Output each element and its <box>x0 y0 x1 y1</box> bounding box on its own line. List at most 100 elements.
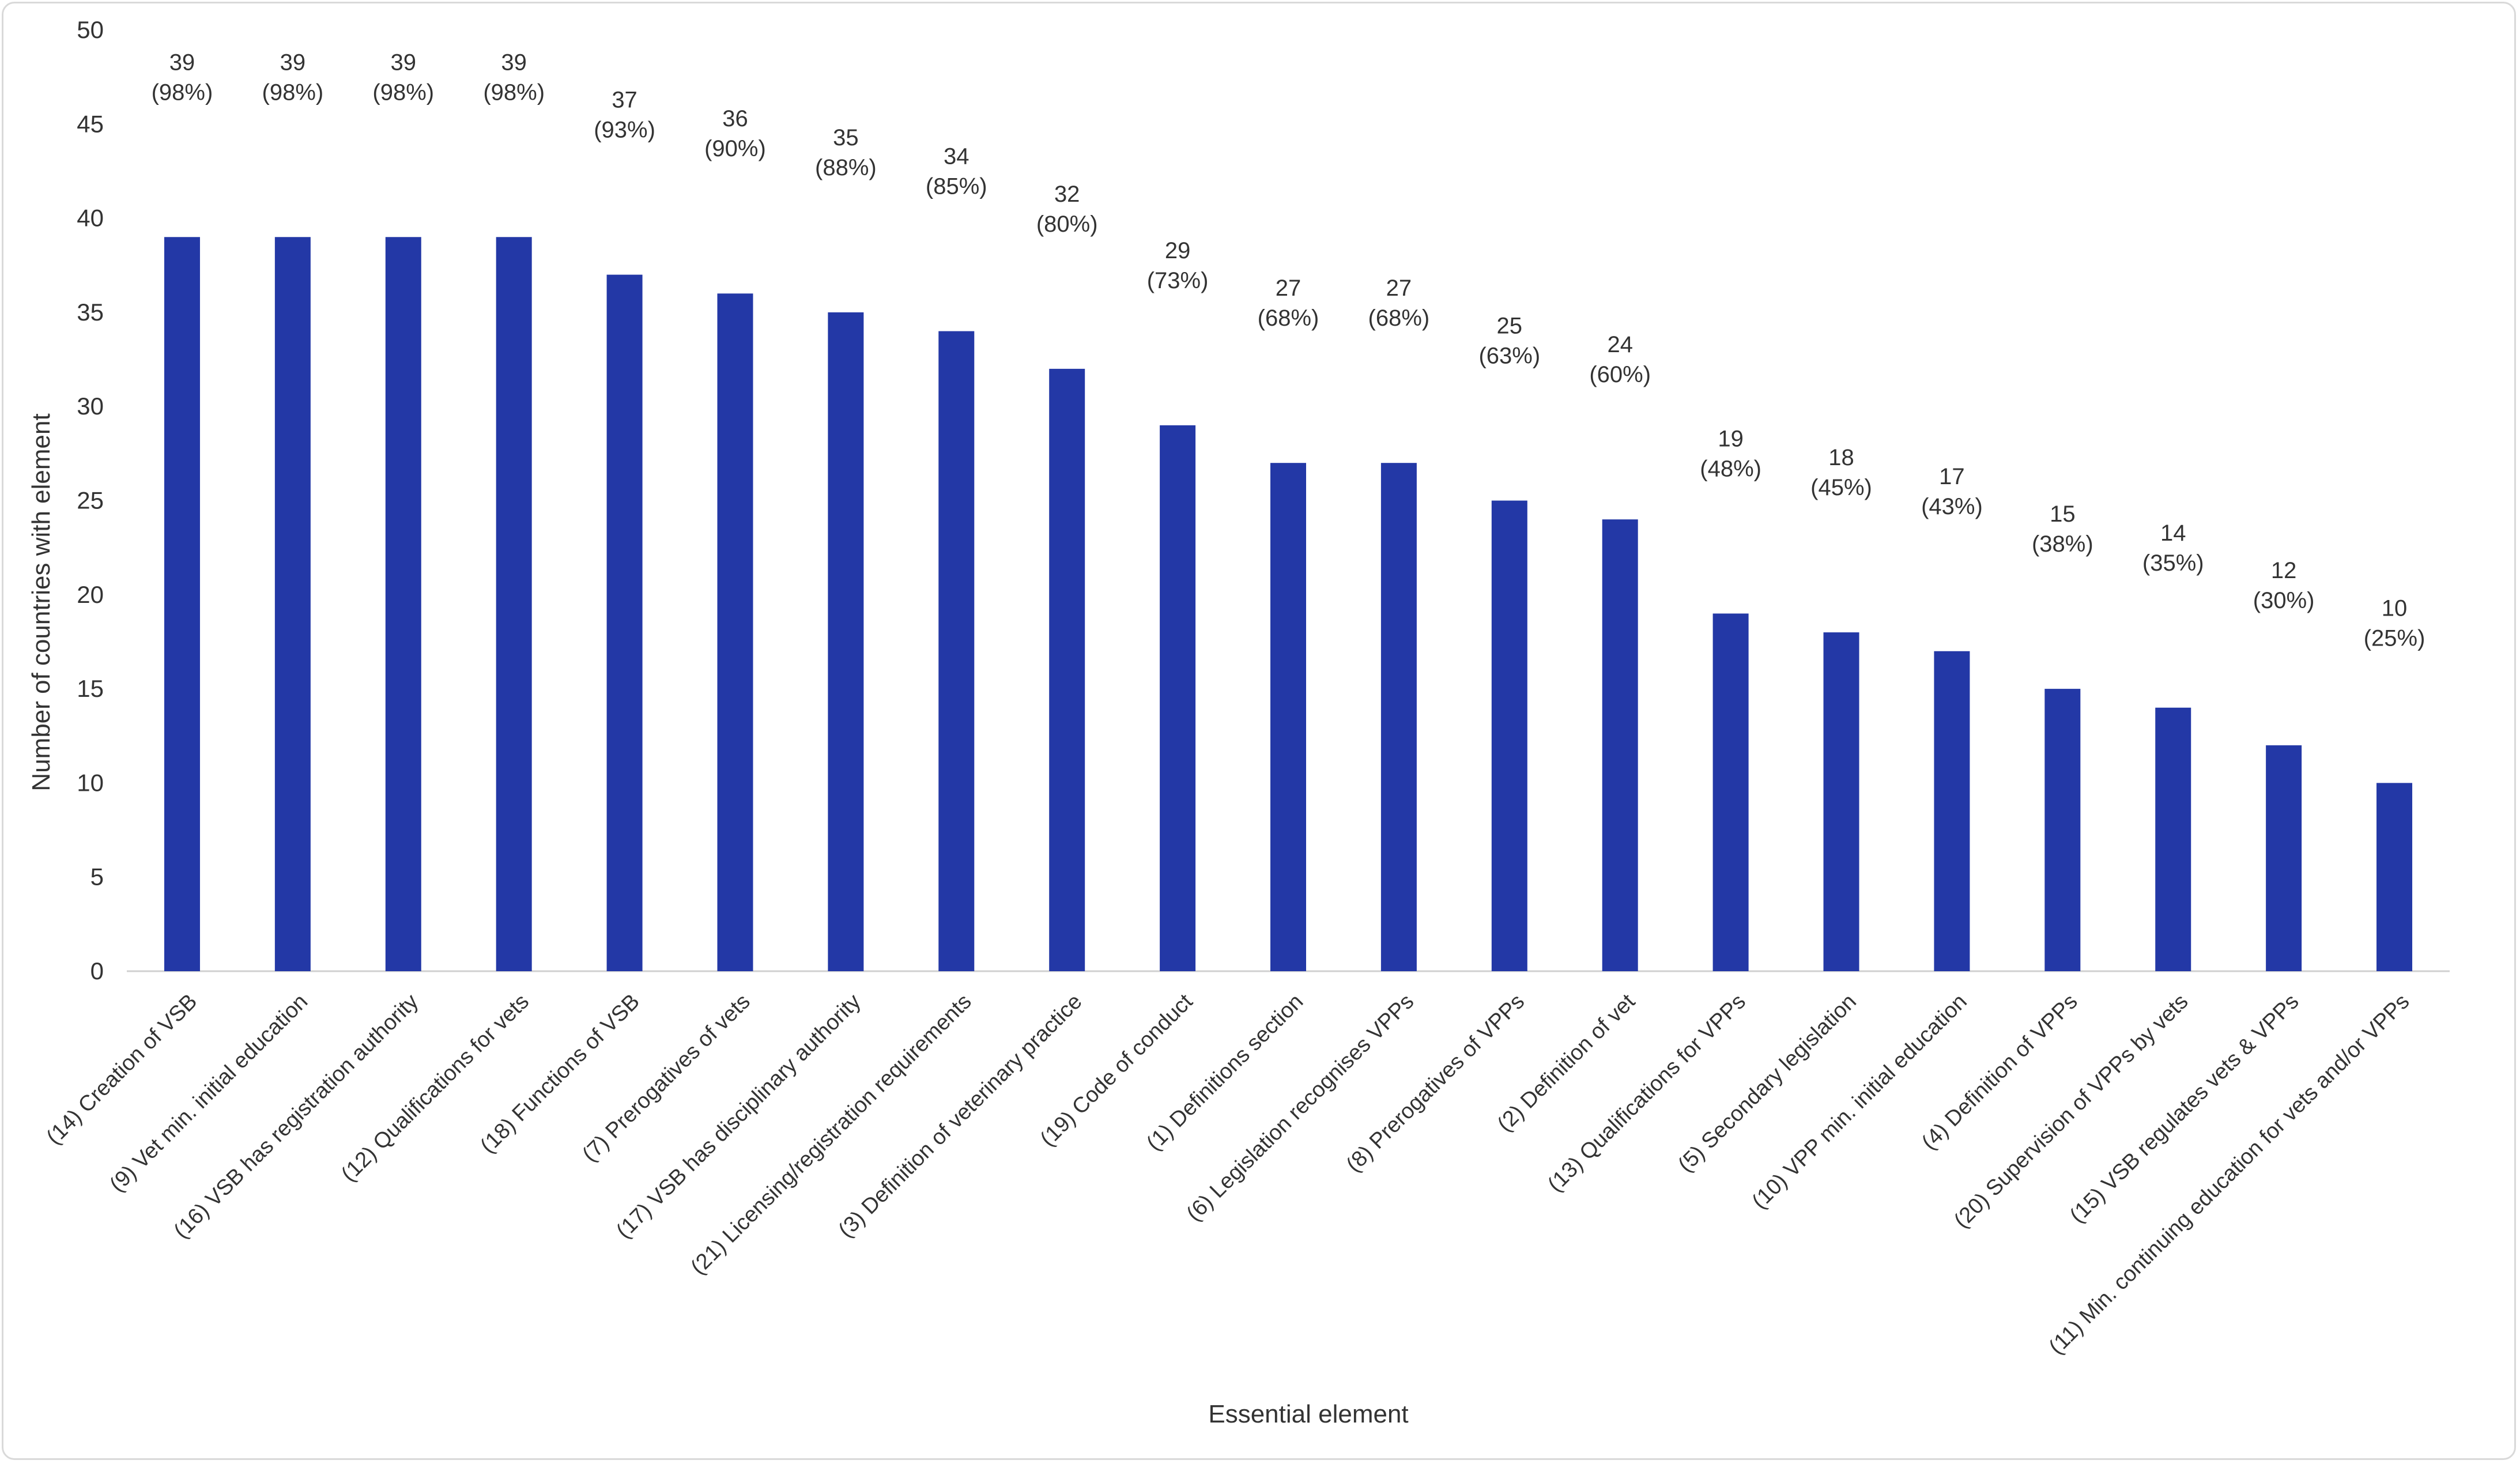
data-label-count: 24 <box>1607 332 1633 357</box>
data-label: 36 (90%) <box>704 106 766 161</box>
x-axis-ticks: (14) Creation of VSB(9) Vet min. initial… <box>42 989 2415 1359</box>
y-tick-label: 40 <box>77 205 104 232</box>
data-label-percent: (35%) <box>2142 550 2204 576</box>
data-label: 12 (30%) <box>2253 558 2315 613</box>
bar <box>1602 519 1638 971</box>
x-tick-label: (17) VSB has disciplinary authority <box>612 990 865 1243</box>
data-label-percent: (68%) <box>1258 305 1319 331</box>
data-label: 39 (98%) <box>483 50 545 105</box>
data-label: 18 (45%) <box>1810 445 1872 500</box>
data-label: 39 (98%) <box>372 50 434 105</box>
data-label-count: 10 <box>2382 595 2408 621</box>
bars <box>164 237 2413 972</box>
data-label-percent: (30%) <box>2253 588 2315 613</box>
data-label: 19 (48%) <box>1700 426 1761 481</box>
data-label: 27 (68%) <box>1368 276 1430 331</box>
bar <box>1712 613 1749 971</box>
bar <box>1270 463 1306 971</box>
data-label: 27 (68%) <box>1258 276 1319 331</box>
y-tick-label: 35 <box>77 299 104 326</box>
data-label-percent: (68%) <box>1368 305 1430 331</box>
x-tick-label: (3) Definition of veterinary practice <box>834 990 1087 1243</box>
data-label-count: 15 <box>2050 501 2076 527</box>
data-label: 17 (43%) <box>1921 464 1983 519</box>
x-tick-label: (13) Qualifications for VPPs <box>1543 990 1751 1197</box>
data-label-count: 37 <box>612 88 637 113</box>
data-label-percent: (93%) <box>594 118 655 143</box>
data-label-count: 39 <box>501 50 527 75</box>
data-label: 10 (25%) <box>2364 595 2425 651</box>
data-label-percent: (98%) <box>372 80 434 105</box>
data-label-percent: (25%) <box>2364 625 2425 651</box>
data-label-count: 39 <box>280 50 306 75</box>
bar <box>1823 632 1859 971</box>
data-label: 24 (60%) <box>1589 332 1651 387</box>
data-label-count: 39 <box>169 50 195 75</box>
data-label-percent: (88%) <box>815 155 877 180</box>
y-tick-label: 30 <box>77 393 104 420</box>
data-label-count: 34 <box>944 144 969 169</box>
y-tick-label: 20 <box>77 581 104 608</box>
y-axis-ticks: 0 5 10 15 20 25 30 35 40 45 50 <box>77 16 104 984</box>
data-label-count: 14 <box>2160 520 2186 546</box>
data-label: 37 (93%) <box>594 88 655 143</box>
bar <box>274 237 311 971</box>
data-label-count: 17 <box>1939 464 1965 489</box>
data-label-percent: (73%) <box>1147 268 1209 293</box>
data-label-count: 19 <box>1718 426 1744 451</box>
bar <box>2266 745 2302 971</box>
bar <box>1491 500 1527 971</box>
x-tick-label: (6) Legislation recognises VPPs <box>1182 990 1419 1227</box>
data-label-percent: (90%) <box>704 136 766 161</box>
data-label-count: 35 <box>833 125 859 150</box>
bar <box>2376 783 2413 971</box>
y-axis-title: Number of countries with element <box>27 413 55 791</box>
data-labels: 39 (98%) 39 (98%) 39 (98%) 39 (98%) 37 (93%) 36 (90… <box>152 50 2425 651</box>
data-label-percent: (98%) <box>262 80 324 105</box>
data-label: 32 (80%) <box>1036 182 1098 237</box>
data-label-percent: (98%) <box>152 80 213 105</box>
data-label-count: 39 <box>391 50 417 75</box>
bar <box>2044 689 2081 971</box>
bar <box>1160 425 1196 971</box>
data-label: 25 (63%) <box>1478 314 1540 369</box>
data-label-count: 32 <box>1054 182 1080 207</box>
data-label: 34 (85%) <box>926 144 987 199</box>
data-label: 35 (88%) <box>815 125 877 180</box>
data-label: 15 (38%) <box>2032 501 2093 557</box>
x-tick-label: (15) VSB regulates vets & VPPs <box>2065 990 2304 1228</box>
x-tick-label: (16) VSB has registration authority <box>169 990 423 1243</box>
x-tick-label: (5) Secondary legislation <box>1673 990 1861 1177</box>
data-label-percent: (60%) <box>1589 362 1651 387</box>
data-label-percent: (98%) <box>483 80 545 105</box>
y-tick-label: 15 <box>77 675 104 702</box>
data-label: 39 (98%) <box>152 50 213 105</box>
bar <box>717 293 753 971</box>
data-label-count: 27 <box>1386 276 1412 301</box>
bar <box>1049 368 1085 971</box>
data-label: 39 (98%) <box>262 50 324 105</box>
data-label-percent: (63%) <box>1478 344 1540 369</box>
bar <box>2155 707 2191 971</box>
bar <box>385 237 421 971</box>
data-label-count: 36 <box>722 106 748 131</box>
data-label-count: 18 <box>1828 445 1854 470</box>
x-tick-label: (11) Min. continuing education for vets … <box>2044 990 2415 1360</box>
bar <box>496 237 532 971</box>
data-label: 29 (73%) <box>1147 238 1209 293</box>
x-tick-label: (9) Vet min. initial education <box>105 990 312 1197</box>
data-label-percent: (85%) <box>926 174 987 199</box>
data-label-count: 25 <box>1497 314 1523 339</box>
y-tick-label: 25 <box>77 487 104 514</box>
data-label-percent: (45%) <box>1810 475 1872 500</box>
bar <box>828 312 864 971</box>
y-tick-label: 10 <box>77 769 104 796</box>
data-label-percent: (80%) <box>1036 212 1098 237</box>
y-tick-label: 5 <box>90 863 104 891</box>
y-tick-label: 45 <box>77 110 104 137</box>
data-label: 14 (35%) <box>2142 520 2204 576</box>
y-tick-label: 50 <box>77 16 104 43</box>
x-tick-label: (20) Supervision of VPPs by vets <box>1949 990 2193 1233</box>
x-axis-title: Essential element <box>1208 1400 1408 1428</box>
